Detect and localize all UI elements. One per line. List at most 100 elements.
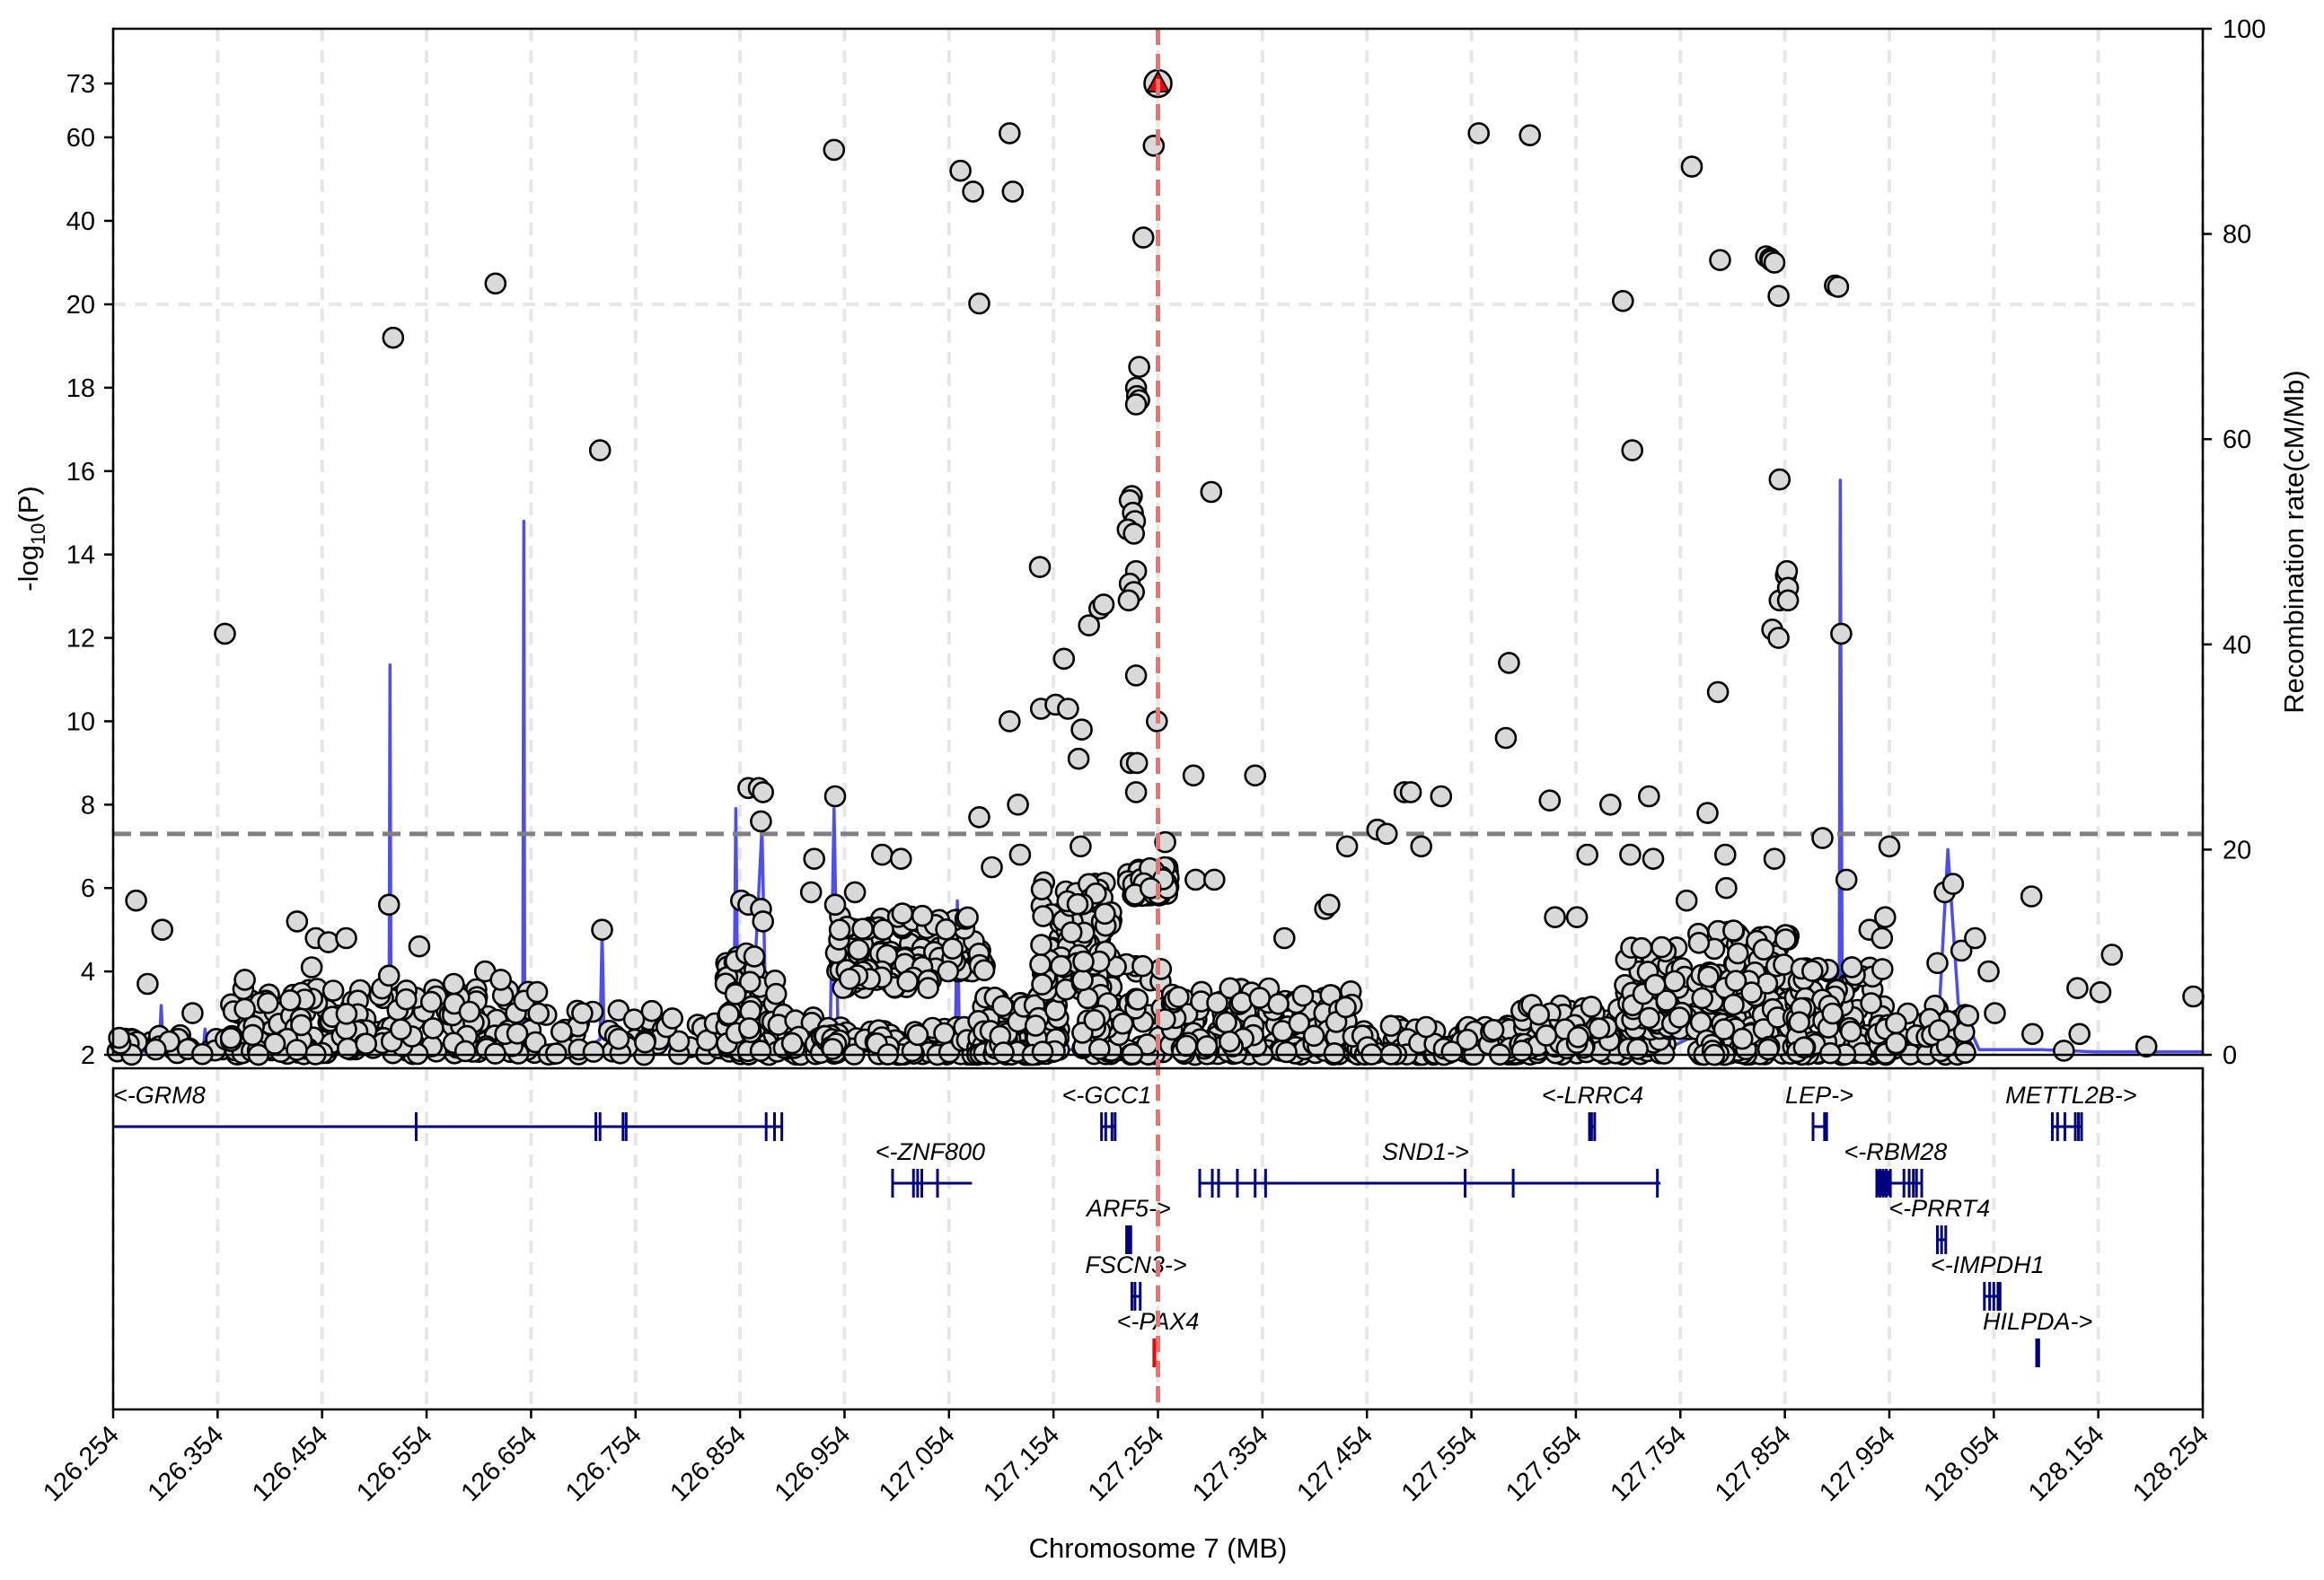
y2-tick-label: 40 [2223, 631, 2251, 660]
snp-point [1167, 986, 1190, 1008]
snp-point [2021, 1023, 2044, 1046]
snp-point [544, 1042, 568, 1065]
snp-point [489, 969, 513, 991]
snp-point [1926, 952, 1949, 975]
snp-point [1291, 984, 1315, 1007]
snp-point [911, 904, 934, 927]
snp-point [799, 881, 823, 904]
snp-point [1030, 878, 1053, 901]
snp-point [377, 964, 401, 988]
snp-point [1029, 953, 1052, 976]
snp-point [1050, 954, 1072, 978]
snp-point [1203, 868, 1226, 891]
snp-point [622, 1008, 646, 1031]
snp-point [506, 1023, 529, 1045]
snp-point [300, 956, 323, 979]
snp-point [1125, 751, 1149, 775]
snp-point [981, 856, 1003, 879]
snp-point [377, 893, 401, 917]
snp-point [1576, 843, 1598, 866]
snp-point [1727, 942, 1749, 965]
snp-point [390, 1018, 412, 1040]
snp-point [442, 972, 465, 996]
snp-point [1131, 954, 1154, 978]
snp-point [1984, 1002, 2006, 1024]
snp-point [1519, 124, 1541, 146]
snp-point [968, 805, 990, 829]
snp-point [956, 906, 979, 929]
snp-point [991, 995, 1014, 1017]
snp-point [1200, 480, 1223, 504]
snp-point [1599, 793, 1622, 816]
snp-point [1642, 847, 1665, 871]
y-tick-label: 2 [81, 1041, 95, 1070]
snp-point [640, 999, 664, 1023]
snp-point [421, 1017, 445, 1040]
y2-tick-label: 100 [2223, 15, 2266, 44]
y2-tick-label: 60 [2223, 426, 2251, 454]
snp-point [1696, 802, 1719, 824]
snp-point [2020, 885, 2043, 908]
x-axis-label: Chromosome 7 (MB) [1029, 1532, 1288, 1564]
snp-point [1644, 973, 1667, 996]
snp-point [2089, 981, 2112, 1004]
snp-point [1060, 921, 1083, 944]
snp-point [263, 1032, 286, 1055]
snp-point [1928, 1019, 1950, 1041]
y2-tick-label: 80 [2223, 221, 2251, 250]
snp-point [1709, 249, 1731, 272]
snp-point [1840, 956, 1863, 979]
snp-point [1715, 876, 1738, 900]
snp-point [1774, 928, 1797, 951]
gene-label: LEP-> [1785, 1082, 1853, 1109]
snp-point [1763, 847, 1786, 871]
snp-point [1092, 593, 1115, 616]
snp-point [1334, 996, 1357, 1019]
snp-point [1072, 950, 1095, 973]
y2-tick-label: 0 [2223, 1041, 2237, 1070]
snp-point [1788, 1011, 1810, 1033]
snp-point [1776, 589, 1800, 612]
snp-point [321, 979, 345, 1002]
snp-point [1175, 1034, 1198, 1058]
snp-point [752, 910, 775, 933]
snp-point [550, 1021, 573, 1043]
y-tick-label: 10 [66, 707, 95, 736]
snp-point [992, 1041, 1015, 1064]
y-axis-label-subscript: 10 [27, 523, 49, 545]
snp-point [1724, 970, 1747, 992]
snp-point [968, 292, 990, 315]
gene-label: <-RBM28 [1844, 1138, 1948, 1165]
snp-point [935, 918, 957, 941]
snp-point [1957, 1005, 1980, 1027]
snp-point [1950, 939, 1973, 962]
snp-point [1964, 926, 1986, 950]
gene-exon-block [1876, 1171, 1889, 1196]
snp-point [1248, 987, 1272, 1009]
snp-point [823, 785, 847, 808]
snp-point [1195, 1035, 1219, 1058]
snp-point [891, 902, 914, 925]
snp-point [335, 926, 357, 950]
snp-point [743, 945, 766, 968]
snp-point [233, 969, 256, 991]
snp-point [1835, 868, 1858, 891]
snp-point [1070, 835, 1092, 858]
snp-point [290, 1014, 313, 1037]
snp-point [233, 997, 256, 1021]
axis-labels-layer: Chromosome 7 (MB) Recombination rate(cM/… [13, 370, 2310, 1564]
y-axis-label-suffix: (P) [13, 486, 44, 522]
snp-point [1182, 764, 1205, 787]
snp-point [843, 881, 867, 904]
snp-point [1860, 992, 1882, 1014]
snp-point [749, 1040, 772, 1062]
snp-point [1580, 996, 1603, 1018]
snp-point [1126, 988, 1149, 1011]
snp-point [1740, 981, 1763, 1004]
snp-point [1219, 977, 1242, 1000]
snp-point [823, 893, 847, 917]
snp-point [1335, 835, 1359, 858]
snp-point [823, 138, 846, 162]
snp-point [419, 990, 443, 1014]
snp-point [752, 781, 775, 803]
